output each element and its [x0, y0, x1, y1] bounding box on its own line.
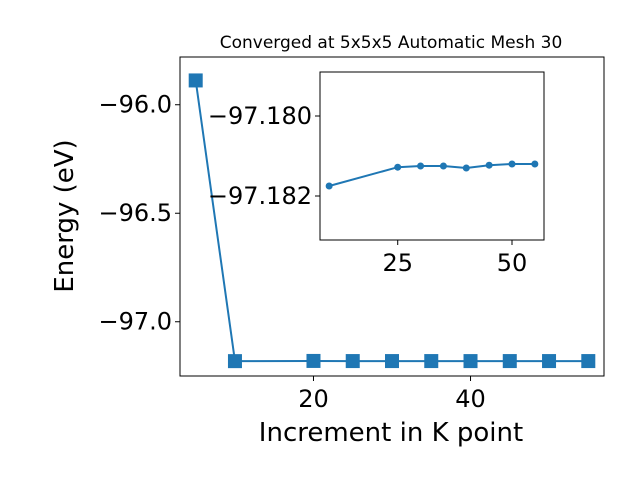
inset-data-point [508, 160, 516, 168]
inset-series-line [328, 163, 535, 187]
inset-background [320, 72, 544, 240]
main-data-point [227, 354, 242, 369]
main-data-point [463, 354, 478, 369]
main-data-point [502, 354, 517, 369]
chart-title: Converged at 5x5x5 Automatic Mesh 30 [220, 33, 563, 53]
inset-data-point [485, 161, 493, 169]
main-data-point [385, 354, 399, 369]
inset-data-point [462, 164, 470, 172]
main-x-tick-label: 40 [455, 385, 486, 413]
main-y-tick-label: −96.0 [98, 91, 172, 119]
inset-axis-ticks: 25 50 −97.182 −97.180 [208, 102, 527, 277]
inset-data-point [394, 163, 402, 171]
main-y-tick-label: −96.5 [98, 199, 172, 227]
inset-y-tick-label: −97.180 [208, 102, 312, 130]
main-plot: Converged at 5x5x5 Automatic Mesh 30 20 4… [50, 33, 605, 448]
main-data-point [542, 354, 557, 369]
main-data-point [306, 353, 321, 368]
inset-y-tick-label: −97.182 [208, 182, 312, 210]
main-series [188, 73, 596, 369]
inset-data-point [417, 162, 425, 170]
inset-data-point [325, 182, 333, 190]
inset-x-tick-label: 50 [497, 249, 528, 277]
main-series-line [194, 80, 589, 363]
inset-series [325, 160, 539, 190]
x-axis-label: Increment in K point [259, 418, 523, 448]
inset-axes-frame [319, 71, 545, 241]
main-data-point [424, 354, 439, 369]
inset-data-point [531, 160, 539, 168]
y-axis-label: Energy (eV) [50, 139, 80, 292]
inset-plot: 25 50 −97.182 −97.180 [208, 71, 545, 277]
main-y-tick-label: −97.0 [98, 308, 172, 336]
main-axis-ticks: 20 40 −96.0 −96.5 −97.0 [98, 91, 485, 413]
inset-x-tick-label: 25 [382, 249, 413, 277]
main-data-point [345, 354, 360, 369]
main-axes-frame [179, 56, 605, 377]
inset-data-point [439, 162, 447, 170]
main-x-tick-label: 20 [298, 385, 329, 413]
main-data-point [188, 73, 203, 88]
main-data-point [581, 354, 596, 369]
